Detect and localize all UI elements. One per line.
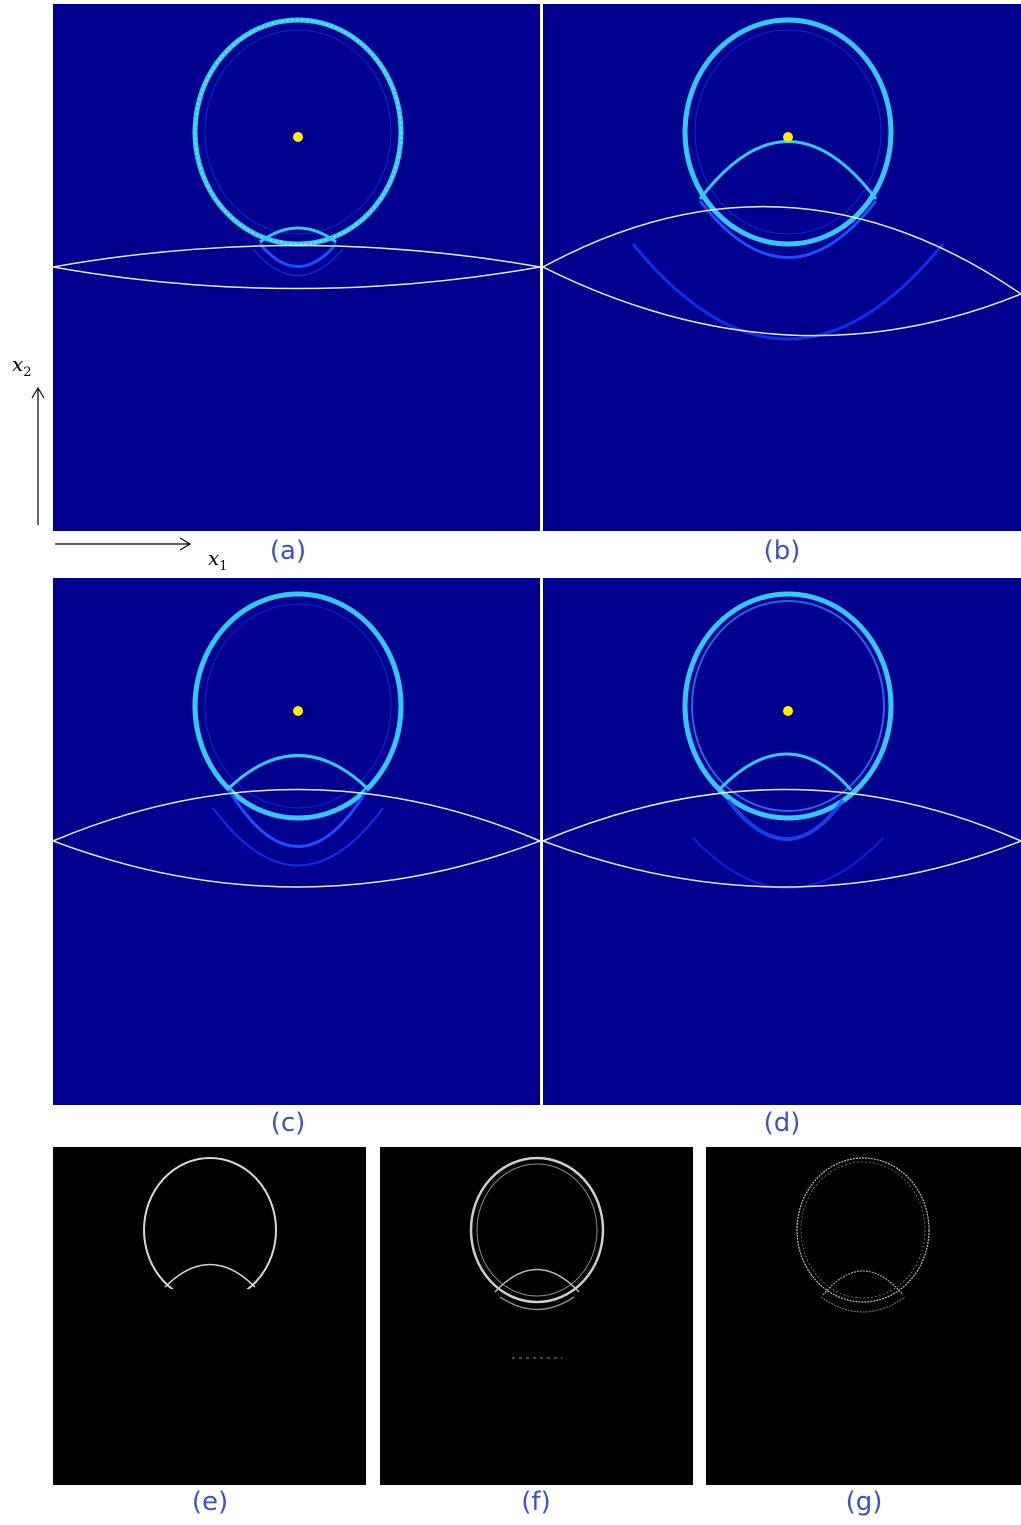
source-point xyxy=(293,706,303,716)
caption-d: (d) xyxy=(763,1108,801,1138)
panel-b xyxy=(543,4,1021,531)
panel-d xyxy=(543,578,1021,1105)
source-point xyxy=(293,132,303,142)
edge-arc xyxy=(164,1263,256,1288)
reflected-wave xyxy=(717,752,853,792)
lens-outline xyxy=(543,788,1021,888)
source-point xyxy=(783,132,793,142)
y-axis-label: x2 xyxy=(12,352,32,380)
edge-arc xyxy=(822,1270,904,1296)
wavefront-circle xyxy=(192,591,404,821)
transmitted-wave xyxy=(212,807,384,867)
edge-circle xyxy=(469,1156,605,1304)
caption-a: (a) xyxy=(269,536,307,566)
caption-g: (g) xyxy=(845,1487,883,1517)
transmitted-wave xyxy=(631,243,945,341)
caption-f: (f) xyxy=(521,1487,551,1517)
panel-divider xyxy=(540,4,543,531)
caption-c: (c) xyxy=(270,1108,306,1138)
reflected-wave xyxy=(227,754,369,790)
transmitted-wave xyxy=(692,837,884,889)
wavefront-circle xyxy=(682,17,894,247)
edge-circle xyxy=(796,1157,930,1303)
panel-c xyxy=(53,578,540,1105)
lens-outline xyxy=(53,788,540,888)
caption-b: (b) xyxy=(763,536,801,566)
x-axis-label: x1 xyxy=(208,546,228,574)
lens-outline xyxy=(53,244,540,290)
panel-f xyxy=(380,1147,693,1485)
edge-arc xyxy=(494,1268,580,1293)
wavefront-circle xyxy=(682,591,894,821)
axis-arrows xyxy=(31,386,192,551)
panel-e xyxy=(53,1147,366,1485)
reflected-wave xyxy=(259,226,337,244)
panel-divider xyxy=(540,578,543,1105)
caption-e: (e) xyxy=(191,1487,229,1517)
panel-a xyxy=(53,4,540,531)
source-point xyxy=(783,706,793,716)
panel-g xyxy=(706,1147,1021,1485)
transmitted-wave xyxy=(258,243,338,268)
